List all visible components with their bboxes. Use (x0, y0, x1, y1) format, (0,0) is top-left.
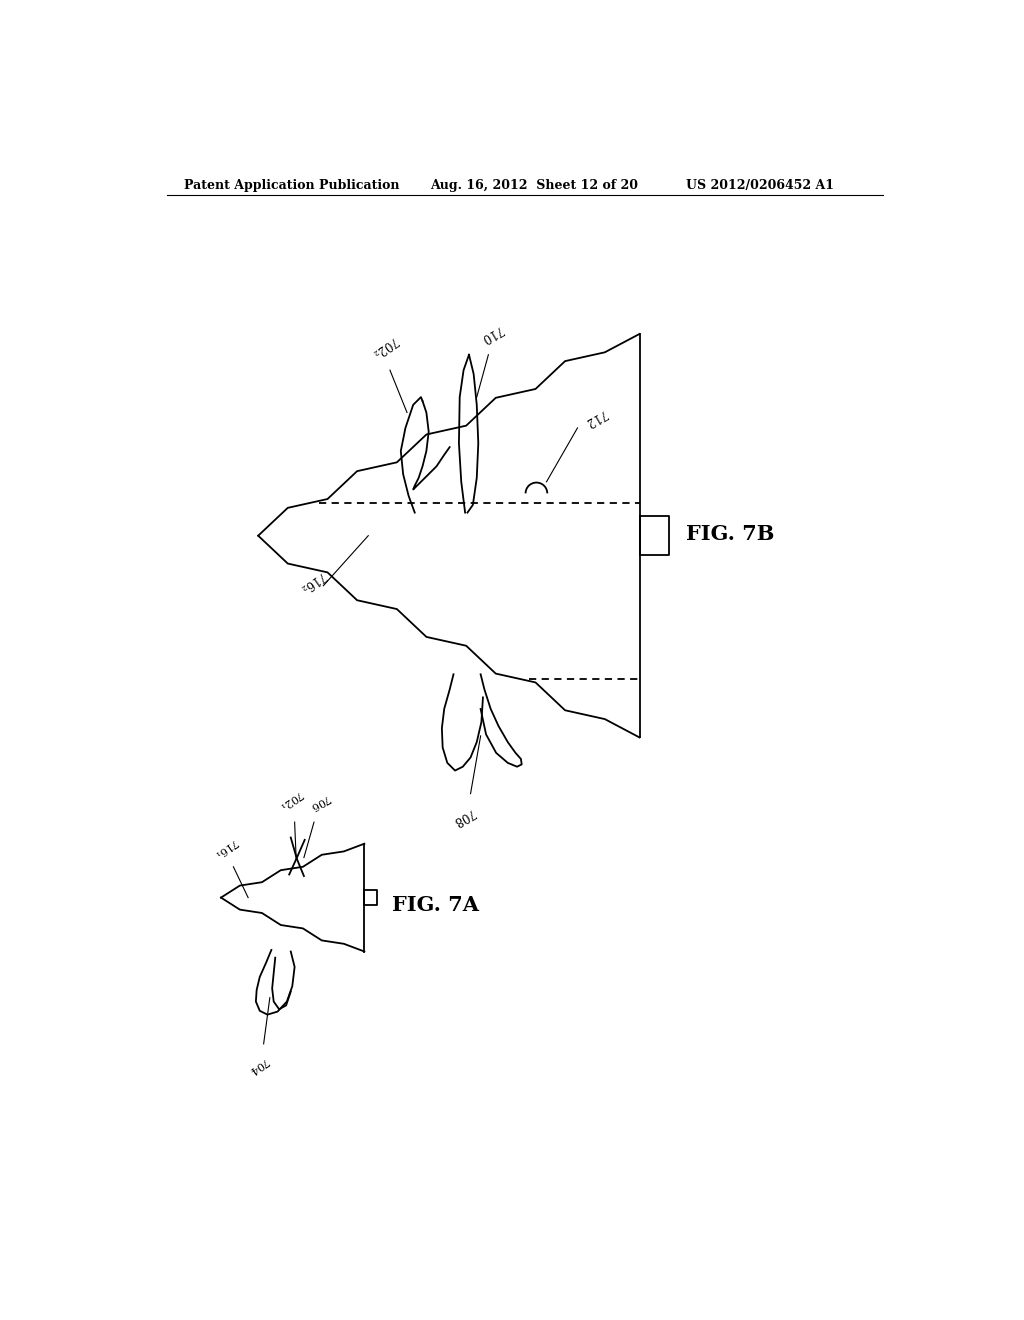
Text: 704: 704 (247, 1056, 269, 1076)
Text: Patent Application Publication: Patent Application Publication (183, 178, 399, 191)
Text: 710: 710 (478, 322, 504, 345)
Text: 716₂: 716₂ (297, 569, 327, 595)
Text: US 2012/0206452 A1: US 2012/0206452 A1 (686, 178, 834, 191)
Text: 708: 708 (450, 805, 476, 828)
Text: FIG. 7B: FIG. 7B (686, 524, 774, 544)
Text: 716₁: 716₁ (212, 836, 239, 859)
Text: Aug. 16, 2012  Sheet 12 of 20: Aug. 16, 2012 Sheet 12 of 20 (430, 178, 638, 191)
Text: 706: 706 (308, 792, 331, 812)
Text: 702₂: 702₂ (369, 334, 398, 360)
Text: 702₁: 702₁ (278, 788, 304, 812)
Text: 712: 712 (583, 407, 608, 429)
Text: FIG. 7A: FIG. 7A (391, 895, 478, 915)
